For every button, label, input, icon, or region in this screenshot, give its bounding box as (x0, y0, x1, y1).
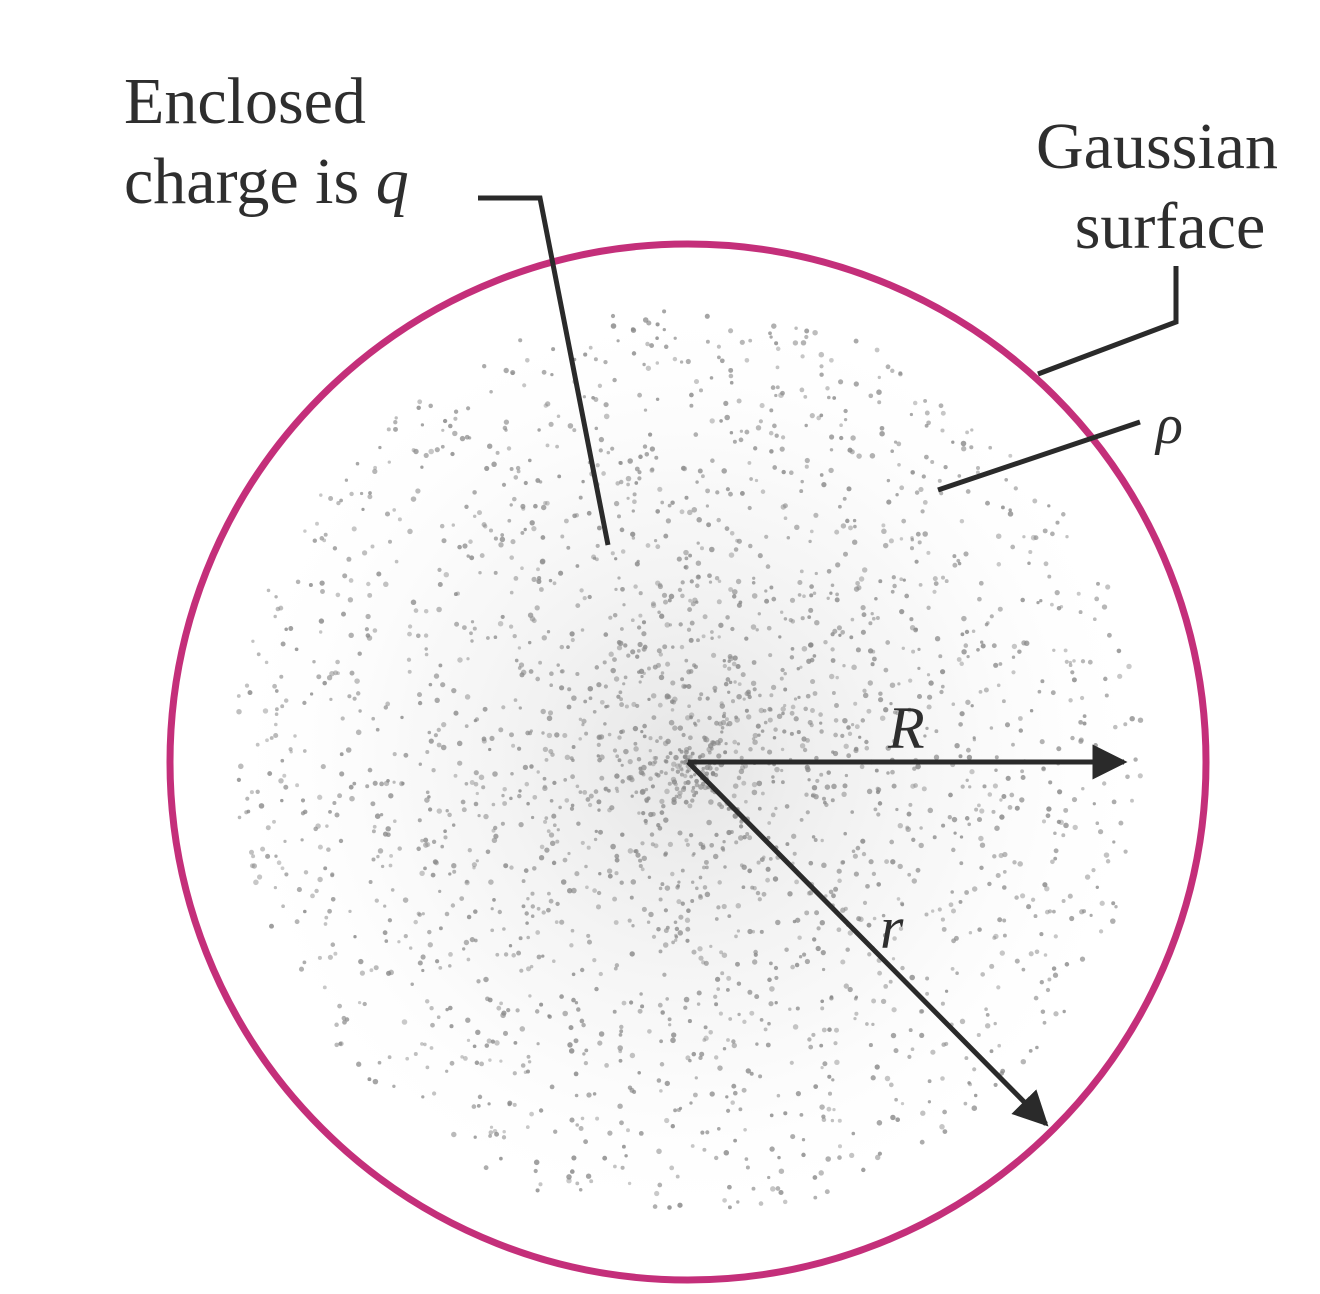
gaussian-label-line2: surface (1074, 190, 1266, 263)
enclosed-label-line1: Enclosed (124, 65, 366, 138)
charge-density-dots (236, 309, 1144, 1210)
radius-r-label: r (880, 895, 904, 961)
gaussian-surface-leader-line (1037, 266, 1179, 377)
enclosed-charge-leader-line (478, 195, 611, 546)
gaussian-label-line1: Gaussian (1036, 110, 1278, 183)
radius-r-arrow (686, 760, 1049, 1127)
gaussian-surface-label: Gaussian surface (1036, 107, 1278, 267)
gaussian-surface-circle (166, 240, 1210, 1284)
charge-density-symbol: ρ (1156, 394, 1183, 456)
enclosed-charge-label: Enclosed charge is q (124, 62, 409, 222)
enclosed-label-text: charge is (124, 145, 360, 218)
rho-leader-line (937, 419, 1141, 493)
radius-R-label: R (888, 695, 925, 761)
enclosed-charge-symbol: q (375, 145, 409, 218)
enclosed-label-line2: charge is q (124, 142, 409, 222)
